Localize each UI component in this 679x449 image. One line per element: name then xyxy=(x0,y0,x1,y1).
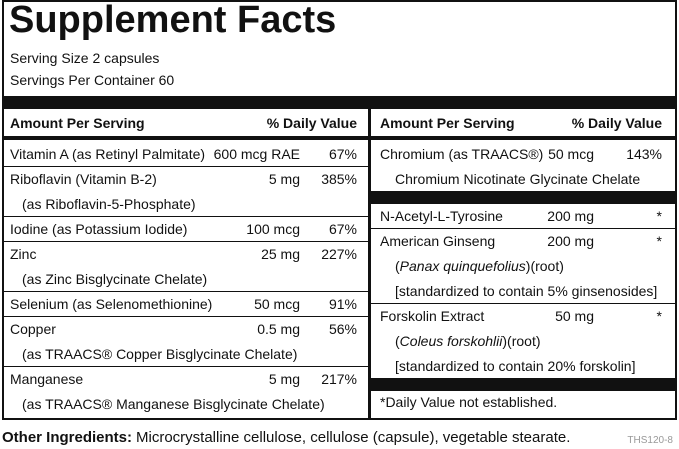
header-rule xyxy=(371,136,677,140)
row-rule xyxy=(371,228,677,229)
amount: 50 mg xyxy=(555,308,594,324)
detail-text: )(root) xyxy=(502,333,541,349)
detail-italic: Coleus forskohlii xyxy=(399,333,503,349)
header-amount: Amount Per Serving xyxy=(380,115,515,131)
detail-text: ( xyxy=(395,258,400,274)
amount: 5 mg xyxy=(268,371,300,387)
header-daily-value: % Daily Value xyxy=(266,115,357,131)
nutrient-name: Selenium (as Selenomethionine) xyxy=(10,296,213,312)
row-rule xyxy=(4,241,368,242)
nutrient-name: Zinc xyxy=(10,246,37,262)
nutrient-detail: (as Riboflavin-5-Phosphate) xyxy=(22,196,196,212)
detail-text: ( xyxy=(395,333,400,349)
amount: 50 mcg xyxy=(548,146,594,162)
frame xyxy=(2,0,677,420)
top-bar xyxy=(2,96,677,109)
daily-value: * xyxy=(656,308,662,324)
serving-size: Serving Size 2 capsules xyxy=(10,50,160,66)
daily-value: 91% xyxy=(328,296,357,312)
nutrient-detail: (Panax quinquefolius)(root) xyxy=(395,254,564,279)
amount: 0.5 mg xyxy=(257,321,300,337)
amount: 200 mg xyxy=(547,233,594,249)
row-rule xyxy=(4,366,368,367)
header-amount: Amount Per Serving xyxy=(10,115,145,131)
section-bar xyxy=(371,191,677,204)
nutrient-name: Vitamin A (as Retinyl Palmitate) xyxy=(10,146,206,162)
header-daily-value: % Daily Value xyxy=(571,115,662,131)
column-divider xyxy=(368,109,371,418)
nutrient-detail: Chromium Nicotinate Glycinate Chelate xyxy=(395,171,641,187)
nutrient-name: N-Acetyl-L-Tyrosine xyxy=(380,208,503,224)
nutrient-detail: (as Zinc Bisglycinate Chelate) xyxy=(22,271,208,287)
servings-per-container: Servings Per Container 60 xyxy=(10,72,175,88)
amount: 5 mg xyxy=(268,171,300,187)
detail-text: )(root) xyxy=(525,258,564,274)
row-rule xyxy=(4,291,368,292)
nutrient-name: Copper xyxy=(10,321,56,337)
nutrient-name: American Ginseng xyxy=(380,233,496,249)
detail-italic: Panax quinquefolius xyxy=(399,258,526,274)
daily-value: 217% xyxy=(321,371,357,387)
amount: 100 mcg xyxy=(246,221,300,237)
amount: 25 mg xyxy=(261,246,300,262)
nutrient-detail: (as TRAACS® Copper Bisglycinate Chelate) xyxy=(22,346,298,362)
amount: 200 mg xyxy=(547,208,594,224)
daily-value: 67% xyxy=(328,221,357,237)
amount: 50 mcg xyxy=(254,296,300,312)
daily-value: * xyxy=(656,233,662,249)
nutrient-detail: [standardized to contain 20% forskolin] xyxy=(395,358,636,374)
nutrient-name: Iodine (as Potassium Iodide) xyxy=(10,221,188,237)
nutrient-name: Chromium (as TRAACS®) xyxy=(380,146,544,162)
title: Supplement Facts xyxy=(9,0,337,41)
section-bar xyxy=(371,378,677,391)
daily-value: * xyxy=(656,208,662,224)
daily-value: 67% xyxy=(328,146,357,162)
footnote: *Daily Value not established. xyxy=(380,394,558,410)
amount: 600 mcg RAE xyxy=(213,146,300,162)
product-code: THS120-8 xyxy=(627,435,673,446)
daily-value: 56% xyxy=(328,321,357,337)
header-rule xyxy=(4,136,368,140)
nutrient-detail: (as TRAACS® Manganese Bisglycinate Chela… xyxy=(22,396,325,412)
other-ingredients-label: Other Ingredients: xyxy=(2,429,133,446)
row-rule xyxy=(4,316,368,317)
nutrient-detail: (Coleus forskohlii)(root) xyxy=(395,329,541,354)
row-rule xyxy=(371,303,677,304)
nutrient-detail: [standardized to contain 5% ginsenosides… xyxy=(395,283,658,299)
daily-value: 227% xyxy=(321,246,357,262)
other-ingredients-text: Microcrystalline cellulose, cellulose (c… xyxy=(136,429,571,446)
nutrient-name: Riboflavin (Vitamin B-2) xyxy=(10,171,157,187)
row-rule xyxy=(4,216,368,217)
daily-value: 385% xyxy=(321,171,357,187)
nutrient-name: Manganese xyxy=(10,371,84,387)
nutrient-name: Forskolin Extract xyxy=(380,308,485,324)
row-rule xyxy=(4,166,368,167)
daily-value: 143% xyxy=(626,146,662,162)
